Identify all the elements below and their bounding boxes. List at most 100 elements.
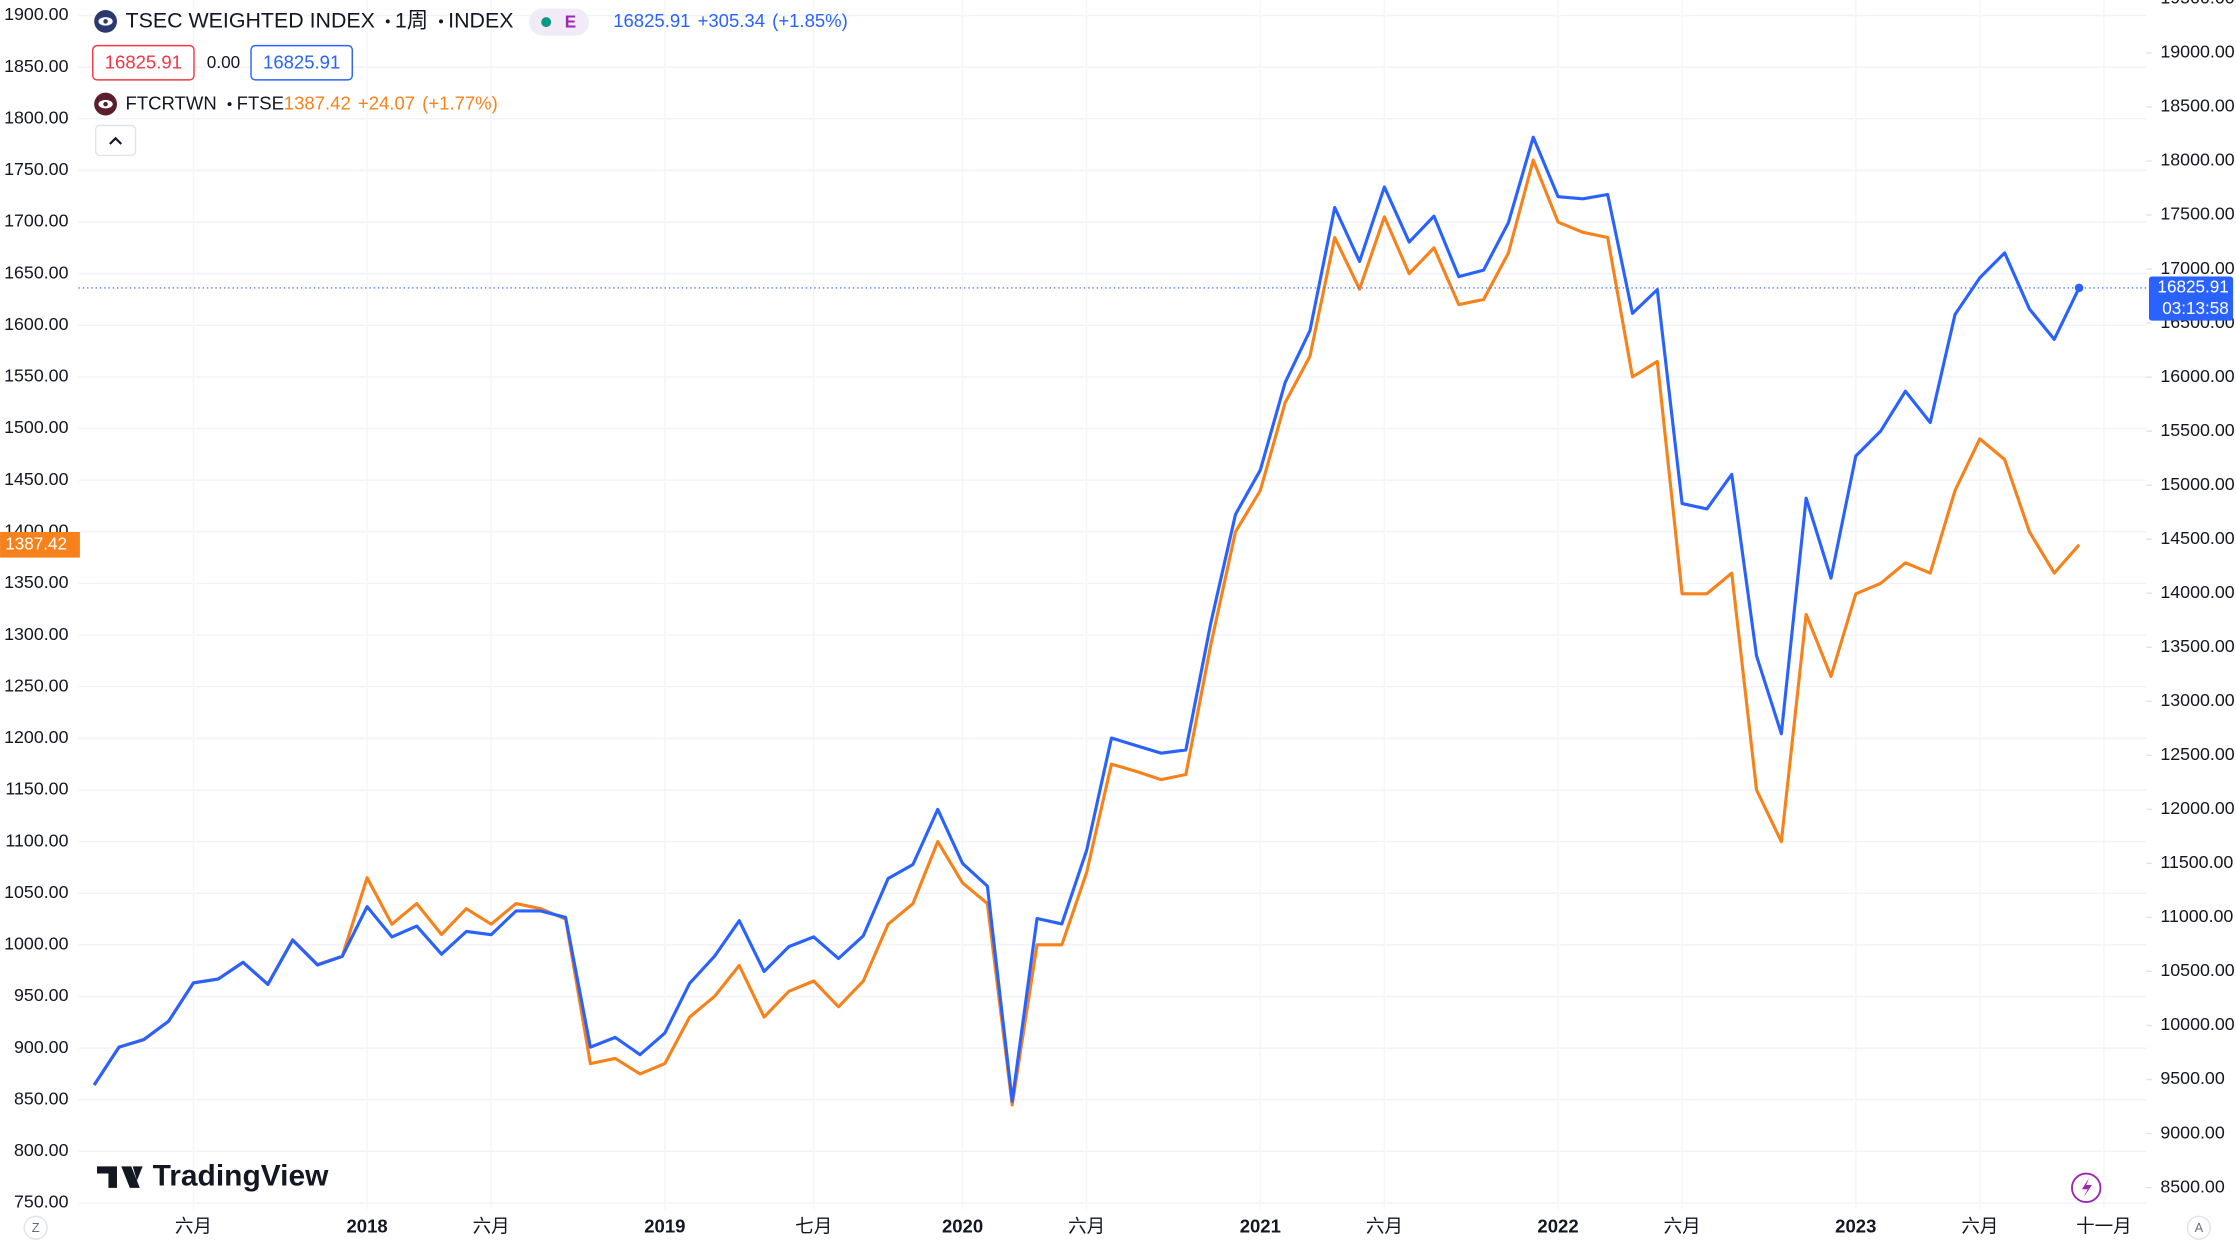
legend-text: 16825.91 [613,10,690,31]
y2-tick-label: 10000.00 [2160,1014,2234,1034]
y-tick-label: 800.00 [14,1140,69,1160]
x-tick-label: 2020 [942,1216,983,1237]
y-tick-label: 750.00 [14,1192,69,1212]
y2-tick-label: 18500.00 [2160,96,2234,116]
x-tick-label: 六月 [1961,1216,1998,1237]
legend-text: (+1.77%) [422,93,498,114]
x-tick-label: 六月 [175,1216,212,1237]
y2-tick-label: 19500.00 [2160,0,2234,8]
separator-dot [227,102,232,107]
x-tick-label: 十一月 [2076,1216,2132,1237]
collapse-icon [109,136,123,145]
y-tick-label: 1700.00 [4,211,68,231]
y-tick-label: 1200.00 [4,727,68,747]
y2-tick-label: 12500.00 [2160,744,2234,764]
y-tick-label: 1650.00 [4,262,68,282]
axes: 750.00 800.00 850.00 900.00 950.00 1000.00 105… [4,0,2235,1237]
x-tick-label: 七月 [795,1216,832,1237]
y2-tick-label: 12000.00 [2160,798,2234,818]
y-tick-label: 900.00 [14,1037,69,1057]
y2-tick-label: 15500.00 [2160,420,2234,440]
last-price-tag [0,531,80,558]
watermark: TradingView [97,1160,329,1193]
series-line [92,135,2081,1103]
x-tick-label: 2019 [644,1216,685,1237]
y2-tick-label: 17000.00 [2160,258,2234,278]
y-tick-label: 1300.00 [4,624,68,644]
y2-tick-label: 9500.00 [2160,1068,2224,1088]
y2-tick-label: 11500.00 [2160,852,2233,872]
y-tick-label: 1500.00 [4,417,68,437]
separator-dot [385,19,390,24]
legend-text: TSEC WEIGHTED INDEX [126,9,375,33]
legend-text: (+1.85%) [772,10,848,31]
symbol-icon-pupil [103,19,108,24]
y-tick-label: 1600.00 [4,314,68,334]
y-tick-label: 1100.00 [5,830,68,850]
market-status-dot [541,17,552,28]
x-tick-label: 2023 [1835,1216,1876,1237]
y-tick-label: 1850.00 [4,56,68,76]
last-price-tag-label: 1387.42 [5,534,67,553]
y2-tick-label: 13000.00 [2160,690,2234,710]
legend-text: 1387.42 [284,93,351,114]
legend-text: +24.07 [358,93,415,114]
legend-text: FTCRTWN [126,93,217,114]
x-tick-label: 2022 [1537,1216,1578,1237]
separator-dot [439,19,444,24]
legend: TSEC WEIGHTED INDEX 1周 INDEX 16825.91 +305.3… [94,9,848,116]
x-tick-label: 六月 [1068,1216,1105,1237]
y-tick-label: 850.00 [14,1088,69,1108]
last-price-tag-label: 16825.91 [2157,277,2228,296]
legend-text: FTSE [237,93,284,114]
legend-text: 1周 [395,9,428,33]
x-tick-label: 六月 [1664,1216,1701,1237]
legend-text: INDEX [448,9,513,33]
symbol-icon-pupil [103,101,108,107]
y2-tick-label: 15000.00 [2160,474,2234,494]
x-tick-label: 六月 [473,1216,510,1237]
corner-button-left[interactable] [23,1215,48,1240]
alert-bolt [2081,1177,2092,1198]
series-line [92,158,2081,1107]
y2-tick-label: 8500.00 [2160,1176,2224,1196]
bid-price: 16825.91 [105,51,182,72]
y-tick-label: 1800.00 [4,107,68,127]
spread: 0.00 [207,53,240,72]
y2-tick-label: 14500.00 [2160,528,2234,548]
countdown-label: 03:13:58 [2162,299,2229,318]
y2-tick-label: 17500.00 [2160,204,2234,224]
plot [78,135,2147,1107]
y-tick-label: 950.00 [14,985,69,1005]
y-tick-label: 1050.00 [4,882,68,902]
exchange-badge-label: E [565,12,576,31]
legend-text: +305.34 [698,10,765,31]
x-tick-label: 六月 [1366,1216,1403,1237]
y2-tick-label: 13500.00 [2160,636,2234,656]
y2-tick-label: 16000.00 [2160,366,2234,386]
y2-tick-label: 11000.00 [2160,906,2233,926]
watermark-text: TradingView [153,1160,330,1193]
bid-box[interactable] [92,44,195,81]
y-tick-label: 1900.00 [4,4,68,24]
exchange-badge[interactable] [529,8,589,36]
x-tick-label: 2021 [1240,1216,1281,1237]
y2-tick-label: 14000.00 [2160,582,2234,602]
corner-button-right[interactable] [2186,1215,2211,1240]
y2-tick-label: 9000.00 [2160,1122,2224,1142]
watermark-logo [97,1166,143,1188]
y-tick-label: 1750.00 [4,159,68,179]
ask-box[interactable] [250,44,353,81]
y-tick-label: 1450.00 [4,469,68,489]
ask-price: 16825.91 [263,51,340,72]
y-tick-label: 1250.00 [4,675,68,695]
y-tick-label: 1150.00 [5,779,68,799]
corner-button-left-label: Z [32,1220,40,1235]
last-price-tag [2148,276,2234,321]
y-tick-label: 1550.00 [4,366,68,386]
collapse-button[interactable] [94,124,137,157]
y2-tick-label: 10500.00 [2160,960,2234,980]
price-tags: 16825.91 03:13:58 1387.42 [0,276,2234,558]
